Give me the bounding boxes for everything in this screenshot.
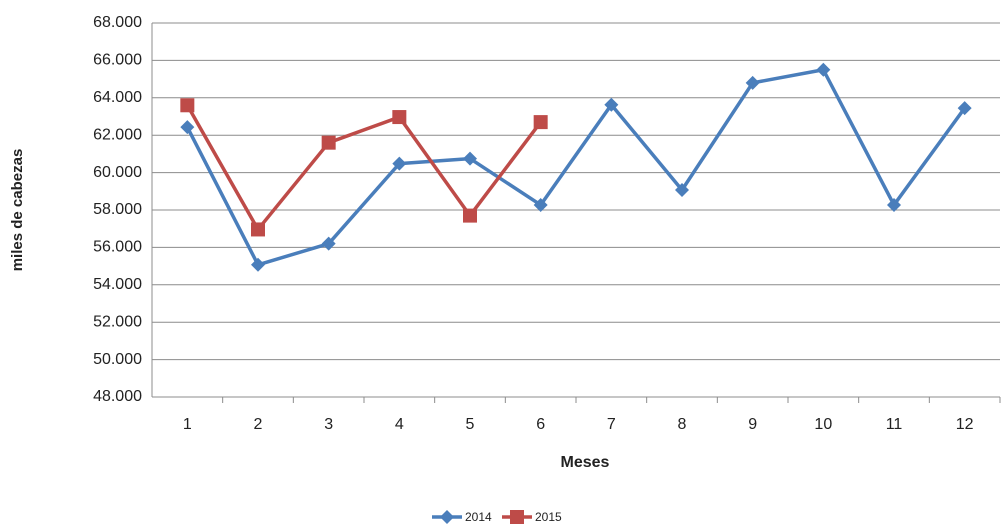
point xyxy=(533,115,548,130)
y-tick-label: 54.000 xyxy=(93,276,142,293)
x-tick-label: 3 xyxy=(324,416,333,433)
x-tick-label: 5 xyxy=(466,416,475,433)
legend-marker xyxy=(440,510,454,524)
x-axis-title: Meses xyxy=(561,454,610,471)
y-tick-label: 52.000 xyxy=(93,313,142,330)
y-tick-label: 58.000 xyxy=(93,201,142,218)
point xyxy=(816,62,831,77)
point xyxy=(180,120,195,135)
x-tick-label: 11 xyxy=(886,416,903,433)
point xyxy=(463,208,477,223)
point xyxy=(321,135,336,150)
y-tick-label: 66.000 xyxy=(93,52,142,69)
legend-marker xyxy=(510,510,524,524)
y-tick-label: 62.000 xyxy=(93,126,142,143)
x-tick-label: 8 xyxy=(678,416,687,433)
x-tick-label: 7 xyxy=(607,416,616,433)
legend-label: 2014 xyxy=(465,510,492,524)
x-tick-label: 2 xyxy=(254,416,263,433)
x-tick-label: 4 xyxy=(395,416,404,433)
point xyxy=(321,236,336,251)
y-tick-label: 56.000 xyxy=(93,239,142,256)
y-tick-label: 68.000 xyxy=(93,14,142,31)
point xyxy=(887,197,901,212)
y-axis-title: miles de cabezas xyxy=(9,149,26,272)
x-tick-label: 9 xyxy=(748,416,757,433)
series-line xyxy=(185,68,967,267)
point xyxy=(392,156,407,171)
point xyxy=(533,197,548,212)
y-tick-label: 50.000 xyxy=(93,351,142,368)
x-tick-label: 1 xyxy=(183,416,192,433)
point xyxy=(251,257,265,272)
series-line xyxy=(185,104,543,232)
y-tick-label: 64.000 xyxy=(93,89,142,106)
x-tick-label: 12 xyxy=(956,416,974,433)
x-tick-label: 10 xyxy=(814,416,832,433)
x-tick-label: 6 xyxy=(536,416,545,433)
point xyxy=(463,151,477,166)
point xyxy=(251,222,265,237)
y-tick-label: 48.000 xyxy=(93,388,142,405)
point xyxy=(392,110,407,125)
point xyxy=(745,75,760,90)
legend-label: 2015 xyxy=(535,510,562,524)
point xyxy=(604,97,619,112)
y-tick-label: 60.000 xyxy=(93,164,142,181)
point xyxy=(675,182,689,197)
point xyxy=(180,98,195,113)
point xyxy=(957,101,972,116)
